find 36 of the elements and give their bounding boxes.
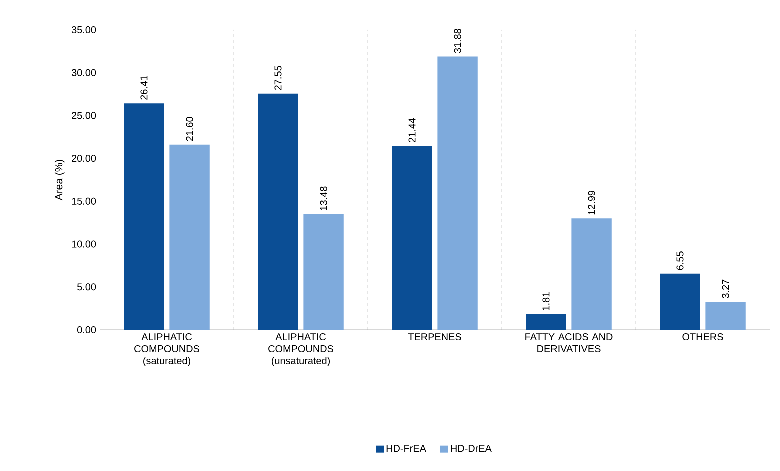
bar [304,214,344,330]
y-tick-label: 30.00 [72,69,96,76]
y-tick-label: 0.00 [77,326,96,334]
y-tick-label: 10.00 [72,240,96,248]
data-label: 6.55 [676,252,684,270]
bar [526,314,566,330]
x-tick-label: ALIPHATIC COMPOUNDS (unsaturated) [268,334,334,366]
data-label: 27.55 [274,66,282,90]
x-tick-label: TERPENES [408,334,462,341]
data-label: 31.88 [454,29,462,54]
y-tick-label: 20.00 [72,155,96,162]
y-tick-label: 25.00 [72,112,96,120]
legend-label: HD-FrEA [386,445,426,452]
bar [258,94,298,330]
bar [438,56,478,330]
bar [392,146,432,330]
x-tick-label: FATTY ACIDS AND DERIVATIVES [526,334,613,353]
bar [170,144,210,330]
bar [572,218,612,330]
x-tick-label: ALIPHATIC COMPOUNDS (saturated) [134,334,200,366]
y-tick-label: 15.00 [72,198,96,205]
y-axis-title: Area (%) [54,160,65,201]
data-label: 21.60 [186,117,194,142]
x-tick-label: OTHERS [682,334,724,341]
bar [706,302,746,330]
y-tick-label: 5.00 [78,284,96,291]
data-label: 26.41 [140,76,148,100]
legend-label: HD-DrEA [451,445,492,452]
data-label: 1.81 [542,292,550,311]
data-label: 12.99 [588,190,596,215]
data-label: 21.44 [408,118,416,143]
bar [124,104,164,330]
y-tick-label: 35.00 [72,26,96,34]
bar [660,274,700,330]
data-label: 13.48 [320,186,328,210]
data-label: 3.27 [722,280,730,298]
